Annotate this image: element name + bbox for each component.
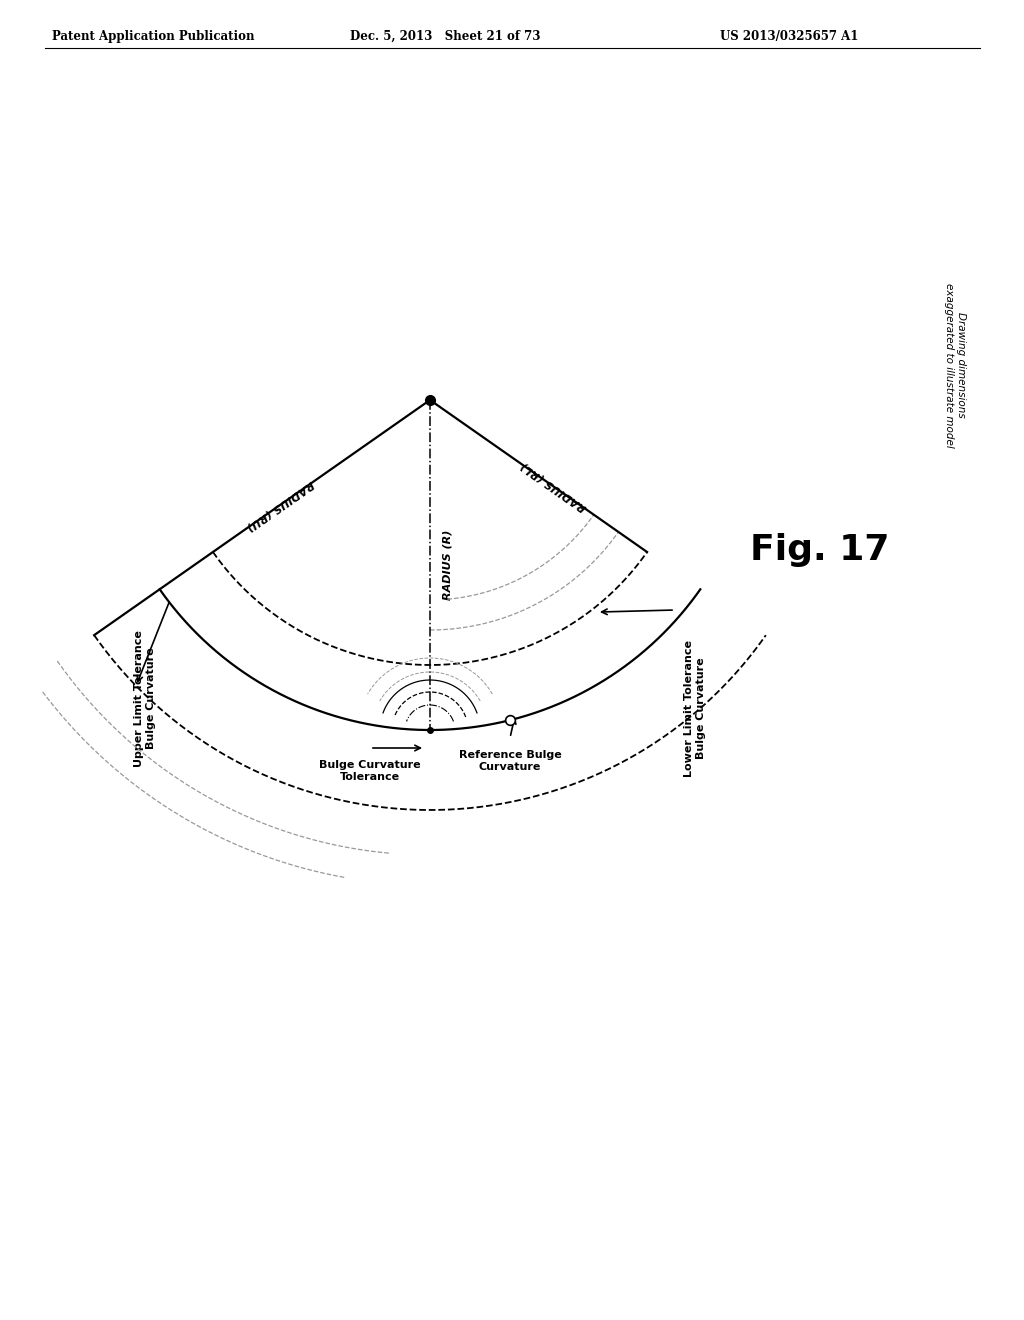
Text: Upper Limit Tolerance
Bulge Curvature: Upper Limit Tolerance Bulge Curvature — [134, 630, 156, 767]
Text: RADIUS (R): RADIUS (R) — [443, 529, 453, 601]
Text: Fig. 17: Fig. 17 — [751, 533, 890, 568]
Text: RADIUS (RU): RADIUS (RU) — [245, 479, 315, 532]
Text: Reference Bulge
Curvature: Reference Bulge Curvature — [459, 750, 561, 772]
Text: Lower Limit Tolerance
Bulge Curvature: Lower Limit Tolerance Bulge Curvature — [684, 640, 706, 777]
Text: Dec. 5, 2013   Sheet 21 of 73: Dec. 5, 2013 Sheet 21 of 73 — [350, 30, 541, 44]
Text: US 2013/0325657 A1: US 2013/0325657 A1 — [720, 30, 858, 44]
Text: Bulge Curvature
Tolerance: Bulge Curvature Tolerance — [319, 760, 421, 781]
Text: Drawing dimensions
exaggerated to illustrate model: Drawing dimensions exaggerated to illust… — [944, 282, 966, 447]
Text: RADIUS (RL): RADIUS (RL) — [519, 459, 588, 512]
Text: Patent Application Publication: Patent Application Publication — [52, 30, 255, 44]
